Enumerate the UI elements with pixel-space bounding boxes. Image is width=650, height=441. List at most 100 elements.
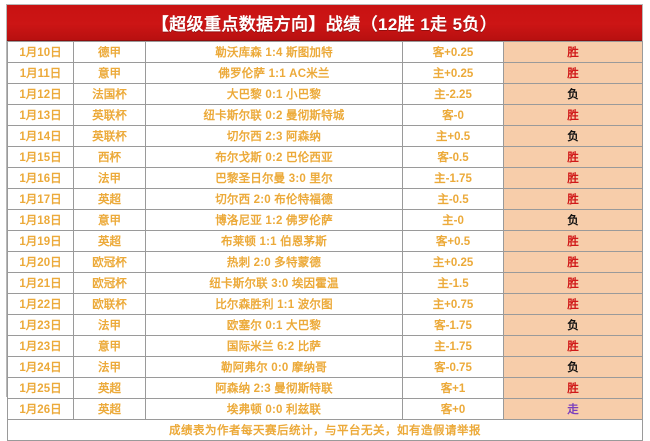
- cell-handicap: 主+0.25: [402, 62, 504, 84]
- cell-league: 法甲: [73, 314, 146, 336]
- cell-league: 英超: [73, 398, 146, 420]
- cell-date: 1月23日: [7, 314, 74, 336]
- cell-date: 1月26日: [7, 398, 74, 420]
- cell-match: 埃弗顿 0:0 利兹联: [145, 398, 403, 420]
- cell-league: 法甲: [73, 356, 146, 378]
- cell-result: 胜: [503, 377, 643, 399]
- table-row: 1月14日 英联杯 切尔西 2:3 阿森纳 主+0.5 负: [7, 125, 643, 147]
- table-row: 1月22日 欧联杯 比尔森胜利 1:1 波尔图 主+0.75 胜: [7, 293, 643, 315]
- cell-handicap: 主-0.5: [402, 188, 504, 210]
- cell-date: 1月16日: [7, 167, 74, 189]
- results-table-body: 1月10日 德甲 勒沃库森 1:4 斯图加特 客+0.25 胜 1月11日 意甲 佛罗伦萨 1…: [7, 41, 643, 420]
- cell-result: 胜: [503, 272, 643, 294]
- table-row: 1月13日 英联杯 纽卡斯尔联 0:2 曼彻斯特城 客-0 胜: [7, 104, 643, 126]
- cell-result: 负: [503, 83, 643, 105]
- cell-match: 勒沃库森 1:4 斯图加特: [145, 41, 403, 63]
- cell-handicap: 客-0.5: [402, 146, 504, 168]
- cell-handicap: 主+0.75: [402, 293, 504, 315]
- table-row: 1月16日 法甲 巴黎圣日尔曼 3:0 里尔 主-1.75 胜: [7, 167, 643, 189]
- cell-date: 1月17日: [7, 188, 74, 210]
- title-banner: 【超级重点数据方向】战绩（12胜 1走 5负）: [7, 5, 642, 41]
- cell-date: 1月14日: [7, 125, 74, 147]
- table-row: 1月12日 法国杯 大巴黎 0:1 小巴黎 主-2.25 负: [7, 83, 643, 105]
- cell-result: 走: [503, 398, 643, 420]
- cell-match: 佛罗伦萨 1:1 AC米兰: [145, 62, 403, 84]
- page-title: 【超级重点数据方向】战绩（12胜 1走 5负）: [151, 15, 498, 34]
- cell-league: 意甲: [73, 209, 146, 231]
- cell-date: 1月12日: [7, 83, 74, 105]
- cell-handicap: 主-1.75: [402, 335, 504, 357]
- table-row: 1月19日 英超 布莱顿 1:1 伯恩茅斯 客+0.5 胜: [7, 230, 643, 252]
- cell-match: 阿森纳 2:3 曼彻斯特联: [145, 377, 403, 399]
- cell-handicap: 客+0.25: [402, 41, 504, 63]
- footer-row: 成绩表为作者每天赛后统计，与平台无关，如有造假请举报: [7, 419, 643, 441]
- cell-match: 巴黎圣日尔曼 3:0 里尔: [145, 167, 403, 189]
- cell-match: 热刺 2:0 多特蒙德: [145, 251, 403, 273]
- table-row: 1月20日 欧冠杯 热刺 2:0 多特蒙德 主+0.25 胜: [7, 251, 643, 273]
- table-row: 1月18日 意甲 博洛尼亚 1:2 佛罗伦萨 主-0 负: [7, 209, 643, 231]
- cell-match: 纽卡斯尔联 3:0 埃因霍温: [145, 272, 403, 294]
- cell-match: 国际米兰 6:2 比萨: [145, 335, 403, 357]
- cell-handicap: 主+0.25: [402, 251, 504, 273]
- cell-league: 英超: [73, 377, 146, 399]
- cell-date: 1月23日: [7, 335, 74, 357]
- cell-match: 比尔森胜利 1:1 波尔图: [145, 293, 403, 315]
- cell-handicap: 客-0.75: [402, 356, 504, 378]
- cell-result: 负: [503, 209, 643, 231]
- results-table: 1月10日 德甲 勒沃库森 1:4 斯图加特 客+0.25 胜 1月11日 意甲 佛罗伦萨 1…: [7, 41, 643, 441]
- table-row: 1月23日 意甲 国际米兰 6:2 比萨 主-1.75 胜: [7, 335, 643, 357]
- table-row: 1月15日 西杯 布尔戈斯 0:2 巴伦西亚 客-0.5 胜: [7, 146, 643, 168]
- cell-league: 英超: [73, 188, 146, 210]
- cell-handicap: 主-1.75: [402, 167, 504, 189]
- cell-handicap: 主-0: [402, 209, 504, 231]
- cell-league: 英联杯: [73, 125, 146, 147]
- cell-handicap: 客-1.75: [402, 314, 504, 336]
- cell-handicap: 主-1.5: [402, 272, 504, 294]
- cell-match: 大巴黎 0:1 小巴黎: [145, 83, 403, 105]
- cell-match: 布尔戈斯 0:2 巴伦西亚: [145, 146, 403, 168]
- cell-handicap: 客+0: [402, 398, 504, 420]
- cell-league: 欧联杯: [73, 293, 146, 315]
- cell-result: 胜: [503, 230, 643, 252]
- cell-result: 负: [503, 125, 643, 147]
- cell-league: 英联杯: [73, 104, 146, 126]
- footer-note: 成绩表为作者每天赛后统计，与平台无关，如有造假请举报: [7, 419, 643, 441]
- cell-handicap: 客+0.5: [402, 230, 504, 252]
- cell-match: 纽卡斯尔联 0:2 曼彻斯特城: [145, 104, 403, 126]
- cell-match: 欧塞尔 0:1 大巴黎: [145, 314, 403, 336]
- cell-result: 胜: [503, 41, 643, 63]
- results-table-footer: 成绩表为作者每天赛后统计，与平台无关，如有造假请举报: [7, 419, 643, 441]
- table-row: 1月24日 法甲 勒阿弗尔 0:0 摩纳哥 客-0.75 负: [7, 356, 643, 378]
- cell-date: 1月10日: [7, 41, 74, 63]
- cell-result: 胜: [503, 167, 643, 189]
- cell-league: 欧冠杯: [73, 251, 146, 273]
- cell-result: 负: [503, 314, 643, 336]
- cell-match: 切尔西 2:3 阿森纳: [145, 125, 403, 147]
- cell-handicap: 主+0.5: [402, 125, 504, 147]
- table-row: 1月21日 欧冠杯 纽卡斯尔联 3:0 埃因霍温 主-1.5 胜: [7, 272, 643, 294]
- cell-match: 布莱顿 1:1 伯恩茅斯: [145, 230, 403, 252]
- cell-date: 1月22日: [7, 293, 74, 315]
- cell-date: 1月13日: [7, 104, 74, 126]
- results-sheet: 【超级重点数据方向】战绩（12胜 1走 5负） 1月10日 德甲 勒沃库森 1:4 …: [6, 4, 643, 441]
- cell-league: 意甲: [73, 335, 146, 357]
- cell-date: 1月15日: [7, 146, 74, 168]
- cell-league: 德甲: [73, 41, 146, 63]
- cell-result: 胜: [503, 188, 643, 210]
- table-row: 1月25日 英超 阿森纳 2:3 曼彻斯特联 客+1 胜: [7, 377, 643, 399]
- cell-match: 切尔西 2:0 布伦特福德: [145, 188, 403, 210]
- cell-date: 1月24日: [7, 356, 74, 378]
- cell-match: 博洛尼亚 1:2 佛罗伦萨: [145, 209, 403, 231]
- table-row: 1月17日 英超 切尔西 2:0 布伦特福德 主-0.5 胜: [7, 188, 643, 210]
- screenshot-root: 【超级重点数据方向】战绩（12胜 1走 5负） 1月10日 德甲 勒沃库森 1:4 …: [6, 4, 643, 441]
- cell-result: 胜: [503, 251, 643, 273]
- cell-league: 法国杯: [73, 83, 146, 105]
- cell-league: 欧冠杯: [73, 272, 146, 294]
- cell-date: 1月21日: [7, 272, 74, 294]
- cell-result: 负: [503, 356, 643, 378]
- cell-result: 胜: [503, 104, 643, 126]
- cell-result: 胜: [503, 62, 643, 84]
- cell-league: 法甲: [73, 167, 146, 189]
- cell-date: 1月18日: [7, 209, 74, 231]
- cell-date: 1月25日: [7, 377, 74, 399]
